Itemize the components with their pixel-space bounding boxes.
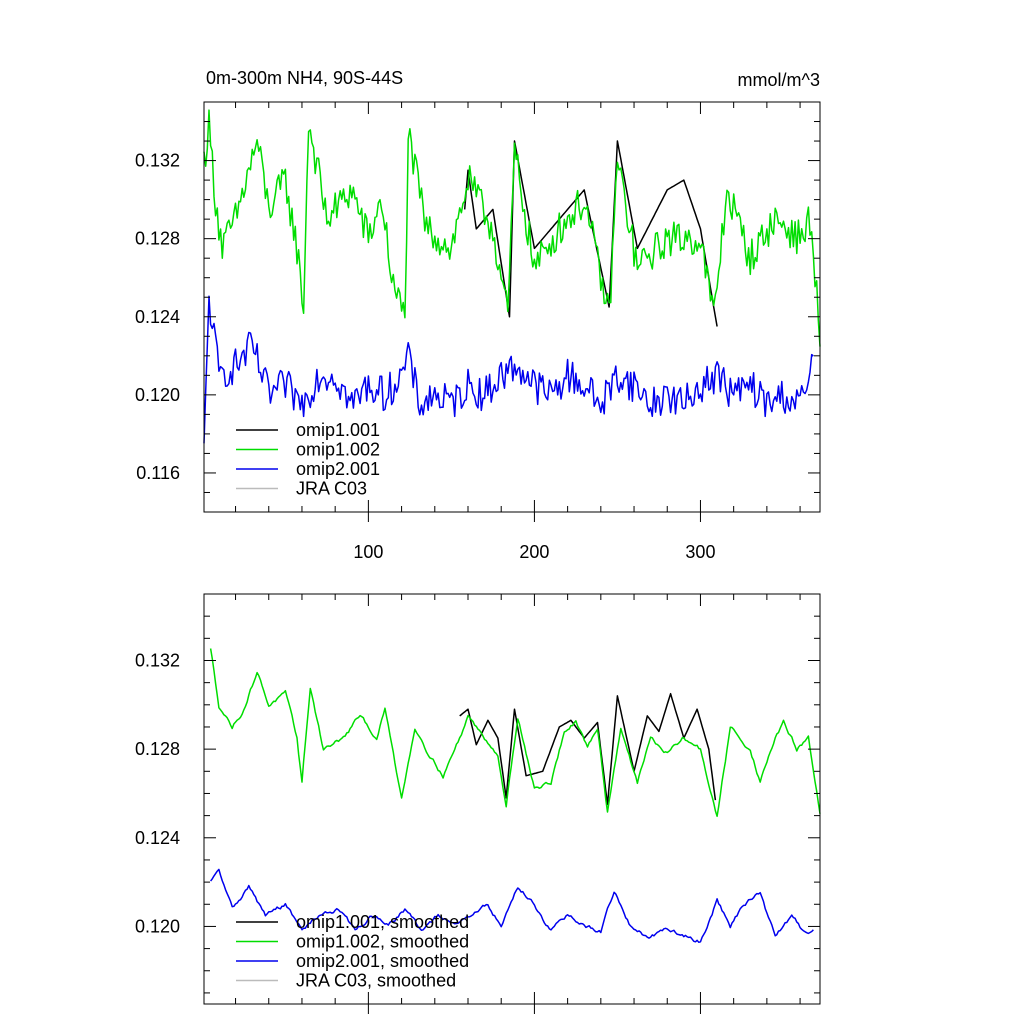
top-panel: 0m-300m NH4, 90S-44S mmol/m^3 0.116 0.120… bbox=[135, 68, 821, 562]
units-label: mmol/m^3 bbox=[738, 70, 820, 90]
x-tick-label: 100 bbox=[353, 542, 383, 562]
y-tick-label: 0.132 bbox=[135, 650, 180, 670]
legend-label: JRA C03 bbox=[296, 479, 367, 499]
legend-label: omip1.001 bbox=[296, 420, 380, 440]
y-tick-label: 0.120 bbox=[135, 385, 180, 405]
series-line-2 bbox=[209, 648, 821, 818]
plot-frame bbox=[203, 593, 821, 1005]
x-tick-label: 200 bbox=[519, 542, 549, 562]
y-tick-label: 0.116 bbox=[136, 463, 180, 483]
series-line-3 bbox=[209, 868, 814, 944]
x-tick-label: 300 bbox=[685, 542, 715, 562]
legend-label: omip1.001, smoothed bbox=[296, 912, 469, 932]
y-tick-label: 0.124 bbox=[135, 307, 180, 327]
y-tick-label: 0.124 bbox=[135, 828, 180, 848]
series-line-3 bbox=[203, 295, 814, 444]
legend-label: omip1.002 bbox=[296, 440, 380, 460]
series-line-2 bbox=[203, 109, 821, 347]
y-tick-label: 0.128 bbox=[135, 739, 180, 759]
legend-label: omip2.001, smoothed bbox=[296, 951, 469, 971]
legend-label: omip1.002, smoothed bbox=[296, 932, 469, 952]
legend-label: omip2.001 bbox=[296, 459, 380, 479]
y-tick-label: 0.120 bbox=[135, 916, 180, 936]
y-tick-label: 0.132 bbox=[135, 151, 180, 171]
y-tick-label: 0.128 bbox=[135, 229, 180, 249]
plot-frame bbox=[203, 101, 821, 513]
legend-label: JRA C03, smoothed bbox=[296, 971, 456, 991]
series-line-1 bbox=[459, 692, 717, 806]
chart-title: 0m-300m NH4, 90S-44S bbox=[206, 68, 403, 88]
